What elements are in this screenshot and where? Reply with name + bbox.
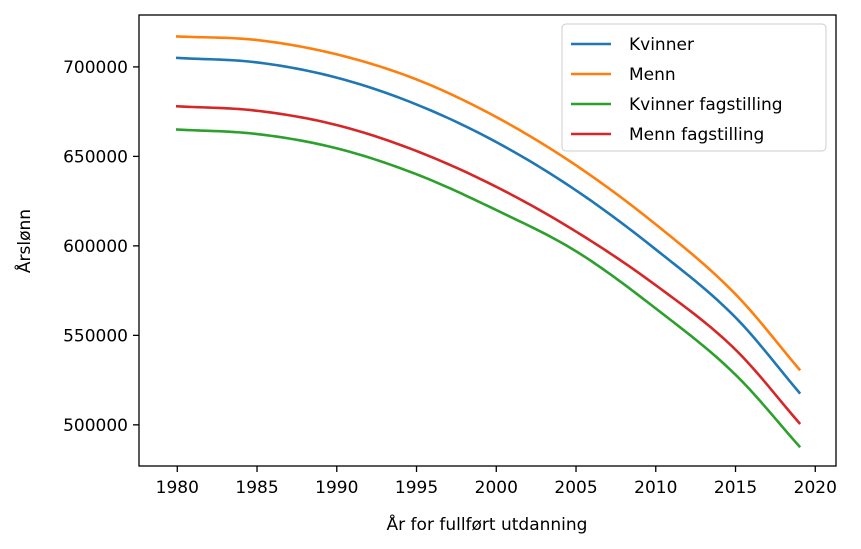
x-tick-label: 2005 xyxy=(554,478,597,498)
x-tick-label: 1995 xyxy=(395,478,438,498)
y-tick-label: 700000 xyxy=(63,58,128,78)
x-tick-label: 1990 xyxy=(315,478,358,498)
legend-label: Kvinner fagstilling xyxy=(629,95,783,115)
x-tick-label: 2010 xyxy=(634,478,677,498)
y-tick-label: 650000 xyxy=(63,147,128,167)
x-tick-label: 1980 xyxy=(156,478,199,498)
x-tick-label: 1985 xyxy=(235,478,278,498)
y-tick-label: 550000 xyxy=(63,326,128,346)
x-tick-label: 2020 xyxy=(794,478,837,498)
x-tick-label: 2015 xyxy=(714,478,757,498)
y-tick-label: 600000 xyxy=(63,237,128,257)
y-tick-label: 500000 xyxy=(63,416,128,436)
legend-label: Menn fagstilling xyxy=(629,125,764,145)
x-axis-label: År for fullført utdanning xyxy=(387,513,588,535)
y-axis-label: Årslønn xyxy=(13,209,35,273)
x-tick-label: 2000 xyxy=(475,478,518,498)
legend-label: Menn xyxy=(629,65,676,85)
legend-label: Kvinner xyxy=(629,35,694,55)
legend: Kvinner Menn Kvinner fagstilling Menn fagst… xyxy=(562,24,826,151)
